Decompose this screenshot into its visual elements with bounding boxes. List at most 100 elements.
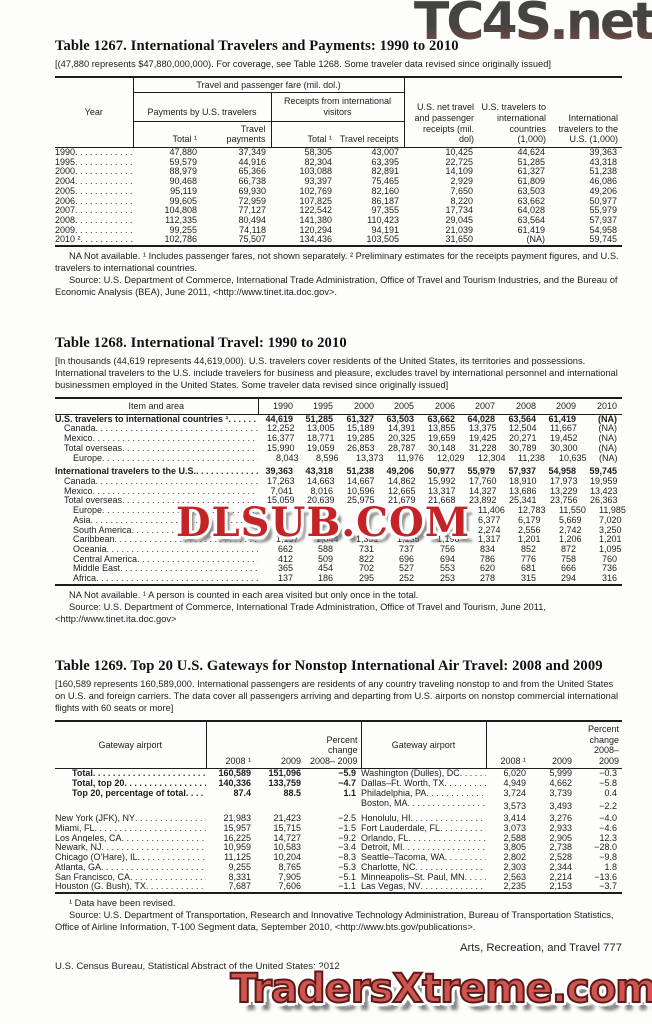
table-row: San Francisco, CA 8,331 7,905 −5.1 Minneapol… — [55, 872, 622, 883]
cell: 95,119 — [170, 185, 197, 196]
cell: 1,095 — [599, 543, 622, 554]
row-label: 2005 — [55, 187, 133, 196]
cell: 13,373 — [356, 452, 384, 463]
row-label-text: Dallas–Ft. Worth, TX — [361, 779, 445, 788]
col-intl-travelers: International travelers to the U.S. (1,0… — [550, 76, 623, 148]
row-label-text: Top 20, percentage of total — [72, 788, 186, 798]
cell: 137 — [277, 573, 293, 584]
row-label: Total, top 20 — [55, 779, 206, 788]
cell: 17,263 — [267, 475, 295, 486]
cell: (NA) — [598, 442, 618, 453]
cell: 43,318 — [589, 156, 618, 167]
row-label: Detroit, MI — [361, 843, 486, 852]
table-1268-body: U.S. travelers to international countrie… — [55, 414, 626, 585]
table-row: Total overseas 15,990 19,059 26,853 28,787 30… — [55, 442, 622, 454]
cell: 59,579 — [169, 156, 197, 167]
cell: −1.5 — [338, 823, 356, 834]
cell: 87.4 — [233, 787, 251, 798]
cell: 104,808 — [164, 205, 197, 216]
cell: 55,979 — [589, 205, 618, 216]
cell: 21,423 — [273, 813, 301, 824]
row-label: 2010 ² — [55, 235, 133, 244]
row-label-text: Miami, FL — [55, 824, 95, 833]
row-label: Dallas–Ft. Worth, TX — [361, 779, 486, 788]
cell: 2,303 — [503, 861, 526, 872]
col-2009-left: 2009 — [256, 721, 306, 770]
cell: 12,304 — [478, 452, 506, 463]
table-row: Canada 17,263 14,663 14,667 14,862 15,992 17,7… — [55, 475, 622, 487]
cell: 64,028 — [517, 205, 546, 216]
table-row: Chicago (O’Hare), IL 11,125 10,204 −8.3 Seat… — [55, 852, 622, 863]
table-row: Houston (G. Bush), TX 7,687 7,606 −1.1 Las V… — [55, 882, 622, 893]
cell: 18,910 — [509, 475, 537, 486]
cell: 8,765 — [278, 861, 301, 872]
cell: 1,137 — [276, 534, 299, 545]
col-us-travelers: U.S. travelers to international countrie… — [478, 76, 551, 148]
cell: 82,304 — [304, 156, 332, 167]
col-year: Year — [55, 76, 133, 148]
row-label: Mexico — [55, 434, 258, 444]
cell: −5.3 — [338, 861, 356, 872]
dot-leader — [440, 824, 486, 833]
col-payments-group: Payments by U.S. travelers — [132, 92, 271, 122]
cell: 63,564 — [517, 214, 546, 225]
cell: 9,255 — [228, 861, 251, 872]
footnote: NA Not available. ¹ A person is counted … — [69, 589, 419, 600]
cell: 44,916 — [238, 156, 266, 167]
cell: 120,294 — [299, 224, 332, 235]
table-row: U.S. travelers to international countrie… — [55, 414, 622, 424]
col-net-receipts: U.S. net travel and passenger receipts (… — [403, 76, 479, 148]
dot-leader — [75, 197, 133, 206]
cell: 252 — [398, 573, 414, 584]
cell: 46,086 — [589, 176, 618, 187]
table-row: 2006 99,605 72,959 107,825 86,187 8,220 63,662… — [55, 195, 622, 207]
cell: 99,605 — [169, 195, 197, 206]
row-label: 2007 — [55, 206, 133, 215]
cell: 1,201 — [518, 534, 541, 545]
dot-leader — [137, 555, 258, 565]
cell: 140,336 — [218, 778, 251, 789]
cell: 527 — [398, 563, 414, 574]
dot-leader — [75, 158, 133, 167]
table-row: 2007 104,808 77,127 122,542 97,355 17,734 64,0… — [55, 205, 622, 216]
col-2008-right: 2008 ¹ — [485, 721, 531, 770]
row-label: Middle East — [55, 564, 258, 574]
col-travel-payments: Travel payments — [202, 121, 271, 148]
footnote-source: Source: U.S. Department of Transportatio… — [55, 910, 614, 933]
cell: 1,198 — [437, 534, 460, 545]
cell: 702 — [358, 563, 374, 574]
cell: 133,759 — [268, 778, 301, 789]
table-row: 2004 90,468 66,738 93,397 75,465 2,929 61,809 4… — [55, 176, 622, 187]
row-label: Mexico — [55, 487, 258, 497]
cell: 88,979 — [169, 166, 197, 177]
col-gateway-left: Gateway airport — [55, 721, 206, 770]
col-2009: 2009 — [541, 398, 581, 415]
dot-leader — [93, 487, 258, 497]
cell: 64,028 — [467, 413, 495, 424]
cell: 66,738 — [238, 176, 266, 187]
cell: 63,503 — [517, 185, 546, 196]
cell: 0.4 — [604, 787, 617, 798]
cell: 57,937 — [589, 214, 618, 225]
cell: 51,285 — [305, 413, 333, 424]
cell: 63,395 — [371, 156, 400, 167]
row-label: Newark, NJ — [55, 843, 206, 852]
cell: 97,355 — [371, 205, 400, 216]
cell: 94,191 — [371, 224, 400, 235]
table-1267-title: Table 1267. International Travelers and … — [55, 38, 459, 54]
cell: 12,783 — [518, 505, 546, 516]
cell: −9.2 — [338, 832, 356, 843]
dot-leader — [130, 873, 206, 882]
cell: 295 — [358, 573, 374, 584]
cell: 16,377 — [267, 433, 295, 444]
dot-leader — [107, 545, 258, 555]
dot-leader — [96, 477, 258, 487]
row-label: 2006 — [55, 197, 133, 206]
cell: 15,059 — [267, 495, 295, 506]
row-label: Oceania — [55, 545, 258, 555]
cell: 14,391 — [388, 423, 416, 434]
row-label: Atlanta, GA — [55, 863, 206, 872]
cell: 141,380 — [299, 214, 332, 225]
cell: 18,771 — [307, 433, 335, 444]
cell: 13,375 — [469, 423, 497, 434]
